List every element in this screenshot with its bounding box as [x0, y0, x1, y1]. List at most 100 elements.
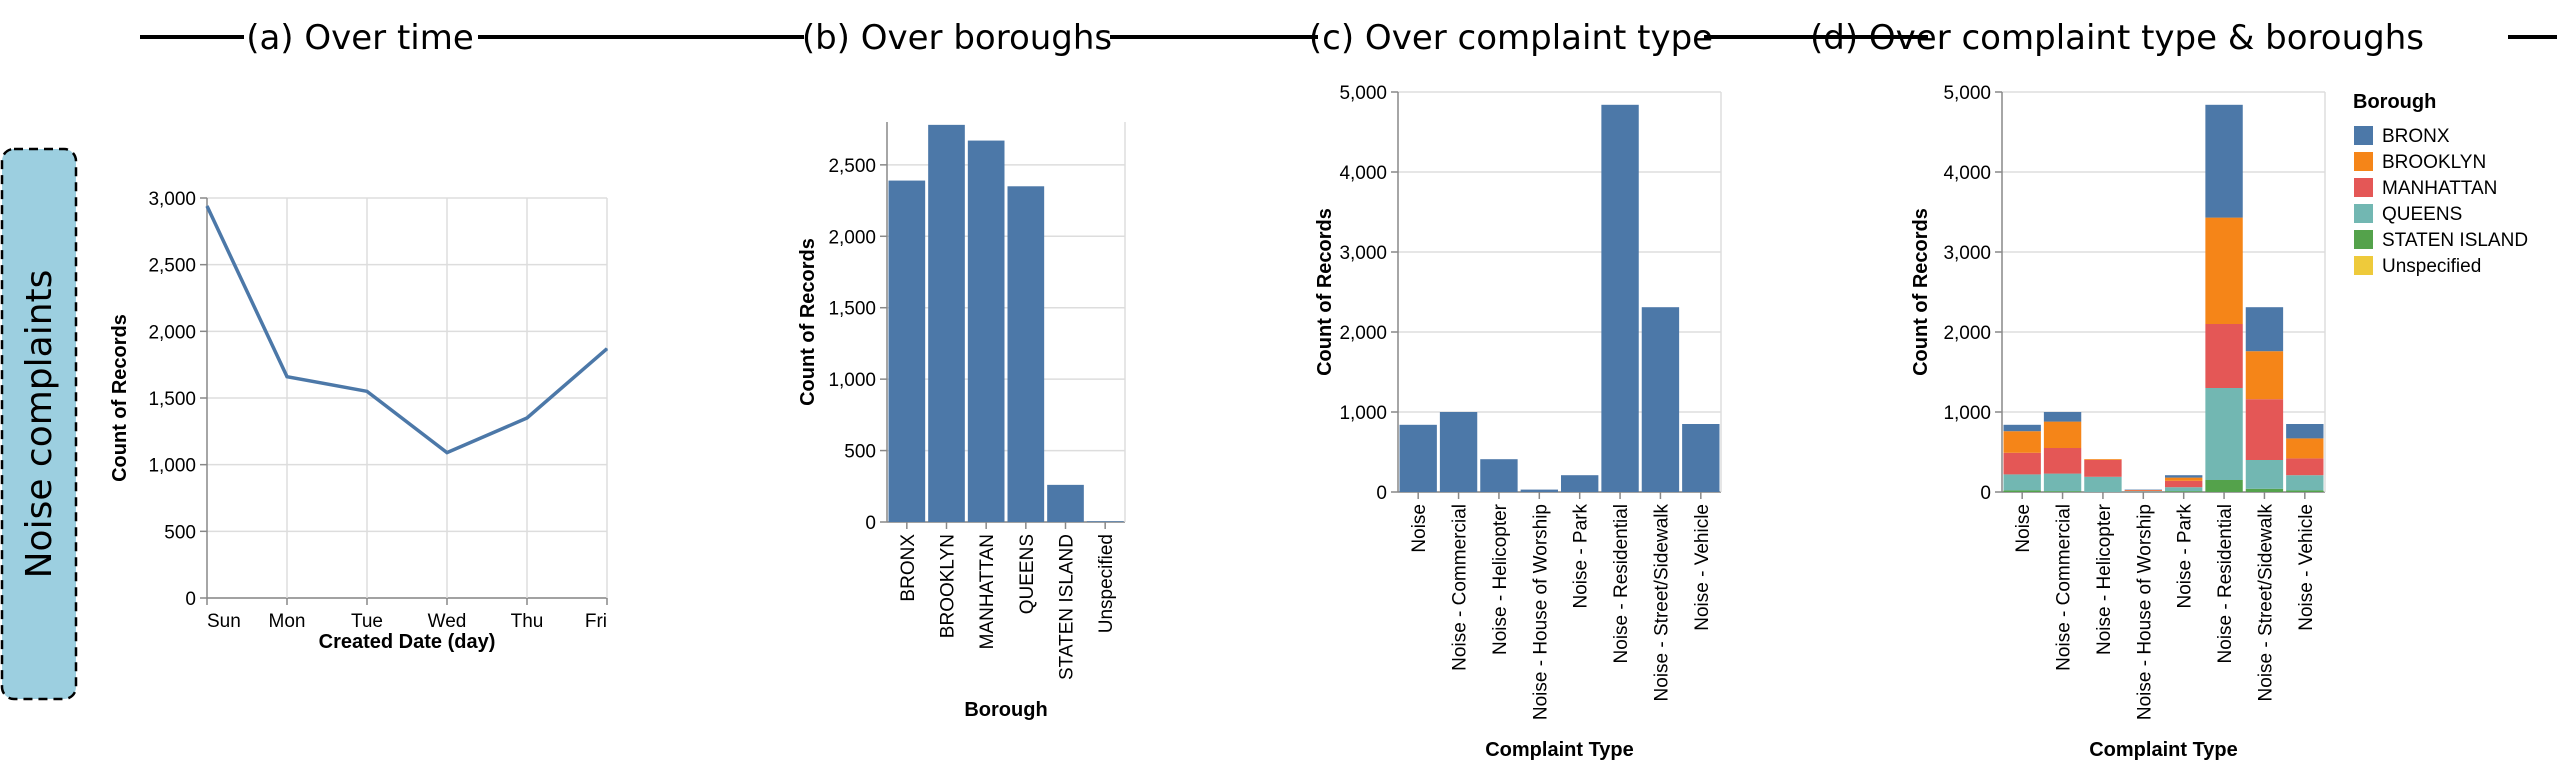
y-tick-label: 3,000	[148, 189, 196, 210]
bar-segment	[2043, 473, 2082, 492]
x-tick-label: BROOKLYN	[938, 534, 959, 638]
bar-segment	[2043, 491, 2082, 492]
y-tick-label: 1,000	[1339, 403, 1387, 424]
y-axis-title: Count of Records	[1910, 208, 1932, 376]
y-tick-label: 2,000	[148, 322, 196, 343]
y-tick-label: 500	[164, 522, 196, 543]
bar	[1047, 484, 1084, 522]
chart-c-over-complaint-type: 0 1,000 2,000 3,000 4,000 5,000 Count of Recor…	[1314, 83, 1722, 761]
y-tick-label: 2,500	[148, 256, 196, 277]
bar-segment	[2084, 460, 2122, 477]
y-tick-label: 3,000	[1339, 243, 1387, 264]
x-tick-label: Noise - Residential	[2215, 504, 2236, 663]
x-axis-title: Borough	[964, 699, 1047, 721]
line-point	[606, 348, 608, 350]
y-tick-label: 1,500	[828, 299, 876, 320]
bar-segment	[2165, 475, 2203, 478]
x-tick-label: Noise - Vehicle	[1692, 504, 1713, 631]
x-tick-label: Noise	[1409, 504, 1430, 553]
bar-segment	[2245, 460, 2284, 489]
x-tick-label: Noise - Commercial	[1450, 504, 1471, 671]
bar-segment	[2205, 388, 2243, 480]
y-tick-label: 5,000	[1339, 83, 1387, 104]
legend-label: BRONX	[2382, 126, 2450, 147]
bar-segment	[2245, 488, 2284, 492]
x-tick-label: Noise - House of Worship	[2134, 504, 2155, 720]
legend-title: Borough	[2353, 91, 2436, 113]
chart-c-title: (c) Over complaint type	[1309, 18, 1713, 58]
row-label-box	[0, 147, 78, 701]
bar-segment	[2003, 424, 2041, 432]
y-tick-label: 500	[844, 442, 876, 463]
x-tick-label: BRONX	[898, 534, 919, 602]
y-tick-label: 1,000	[828, 370, 876, 391]
bar	[967, 140, 1005, 523]
bar-segment	[2124, 490, 2162, 492]
bar-segment	[2084, 476, 2122, 492]
legend-label: Unspecified	[2382, 256, 2481, 277]
y-tick-label: 1,500	[148, 389, 196, 410]
line-point	[446, 452, 448, 454]
y-tick-label: 1,000	[148, 456, 196, 477]
x-tick-label: Noise - House of Worship	[1530, 504, 1551, 720]
x-tick-label: Unspecified	[1096, 534, 1117, 633]
bar-segment	[2205, 217, 2243, 324]
x-axis-title: Complaint Type	[1485, 739, 1634, 761]
y-tick-label: 0	[1980, 483, 1991, 504]
chart-a-over-time: 0 500 1,000 1,500 2,000 2,500 3,000 Count of Re…	[109, 189, 609, 653]
x-tick-label: Thu	[511, 611, 544, 632]
x-tick-label: Mon	[269, 611, 306, 632]
series-line	[205, 205, 609, 455]
bar	[1007, 186, 1045, 523]
line-point	[206, 205, 208, 207]
bar-segment	[2205, 104, 2243, 218]
bar	[1641, 307, 1680, 492]
y-tick-label: 0	[865, 513, 876, 534]
y-axis-title: Count of Records	[109, 314, 131, 482]
bar	[1561, 475, 1599, 492]
bar-segment	[2245, 307, 2284, 352]
bar-segment	[2124, 491, 2162, 492]
line-point	[366, 390, 368, 392]
legend-swatch	[2354, 126, 2373, 145]
legend-label: STATEN ISLAND	[2382, 230, 2528, 251]
legend-swatch	[2354, 204, 2373, 223]
x-axis-title: Complaint Type	[2089, 739, 2238, 761]
bar-segment	[2084, 459, 2122, 460]
bar-segment	[2003, 452, 2041, 475]
bar-segment	[2165, 480, 2203, 488]
x-tick-label: STATEN ISLAND	[1057, 534, 1078, 680]
x-axis-title: Created Date (day)	[319, 631, 496, 653]
bar	[1682, 424, 1720, 492]
legend-label: QUEENS	[2382, 204, 2462, 225]
line-point	[286, 376, 288, 378]
x-tick-label: Tue	[351, 611, 383, 632]
x-tick-label: Fri	[585, 611, 607, 632]
x-tick-label: Noise - Park	[2175, 504, 2196, 609]
bar-segment	[2286, 438, 2324, 459]
x-tick-label: MANHATTAN	[977, 534, 998, 649]
y-axis-title: Count of Records	[797, 238, 819, 406]
bar	[1601, 104, 1639, 493]
bar	[928, 124, 965, 522]
bar	[1520, 489, 1558, 492]
x-tick-label: Noise - Commercial	[2054, 504, 2075, 671]
bar	[1086, 521, 1124, 522]
chart-a-title: (a) Over time	[246, 18, 474, 58]
bar-segment	[2003, 431, 2041, 453]
bar	[1399, 424, 1437, 492]
x-tick-label: Noise - Park	[1571, 504, 1592, 609]
x-tick-label: Noise - Street/Sidewalk	[1651, 504, 1672, 702]
chart-b-over-boroughs: 0 500 1,000 1,500 2,000 2,500 Count of Records…	[797, 122, 1126, 721]
bar-segment	[2003, 490, 2041, 492]
x-tick-label: QUEENS	[1017, 534, 1038, 614]
x-tick-label: Noise - Helicopter	[2094, 503, 2115, 655]
bar-segment	[2286, 458, 2324, 476]
y-axis-title: Count of Records	[1314, 208, 1336, 376]
y-tick-label: 2,500	[828, 156, 876, 177]
chart-b-title: (b) Over boroughs	[802, 18, 1112, 58]
y-tick-label: 4,000	[1339, 163, 1387, 184]
bar-segment	[2245, 351, 2284, 400]
legend-label: MANHATTAN	[2382, 178, 2497, 199]
